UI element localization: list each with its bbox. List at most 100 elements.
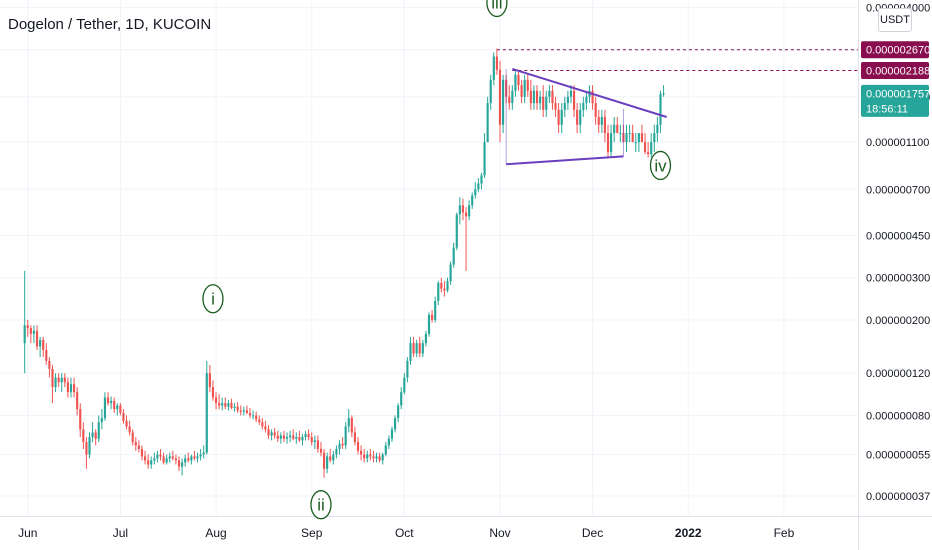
price-label-text: 0.000002188 [866,65,930,77]
candle-body [452,247,455,265]
candle-body [45,349,48,361]
candle-body [576,109,579,125]
candle-body [508,96,511,104]
candle [397,403,400,423]
candle-body [245,410,248,413]
candle-body [557,109,560,125]
candle [276,430,279,443]
candle [23,270,26,374]
candle [492,52,495,86]
price-tick-label: 0.000000450 [866,230,930,242]
candle-body [591,90,594,104]
candle-body [202,452,205,455]
candle [193,450,196,461]
price-label-bg [861,61,929,79]
candle-body [477,183,480,190]
candle-body [97,422,100,439]
candle [60,373,63,393]
candle-body [326,456,329,469]
price-tick-label: 0.000000300 [866,273,930,285]
candle [418,336,421,358]
candle-body [165,458,168,463]
candle-body [236,406,239,411]
candle [137,440,140,453]
candle [523,74,526,104]
candle-body [310,437,313,443]
candle-body [474,189,477,196]
candle-body [384,445,387,455]
candle-body [26,325,29,329]
candle [545,90,548,118]
price-tick-label: 0.000000200 [866,315,930,327]
candle [489,74,492,110]
candle-body [193,456,196,459]
candle [301,433,304,446]
candle [421,339,424,358]
candle [66,377,69,398]
candle [600,109,603,134]
candle-body [307,433,310,438]
candle-body [332,454,335,461]
candle [375,452,378,463]
candle-body [400,392,403,406]
candle-body [119,405,122,413]
candle [51,364,54,404]
candle-body [372,456,375,459]
candle-body [397,405,400,419]
candle-body [181,462,184,467]
candle [539,90,542,110]
candle-body [177,460,181,467]
time-axis: Jun Jul Aug Sep Oct Nov Dec 2022 Feb [18,526,794,540]
candle [45,343,48,365]
candle [251,410,255,420]
candle-body [443,288,446,291]
candle [517,69,520,91]
candle-body [76,392,79,410]
candle-body [211,387,215,398]
candle [211,380,215,401]
candle [640,124,644,143]
candle [110,396,113,410]
candle-body [542,96,545,110]
candle [119,403,122,416]
candle-body [353,432,357,443]
candle [431,309,434,323]
candle-body [437,282,440,301]
candle-body [134,442,137,446]
candle-body [122,412,125,421]
candle-body [103,397,107,419]
candle [631,124,634,143]
candle [406,357,409,383]
candle [384,442,387,457]
candle [187,452,190,463]
time-tick-label: Dec [582,526,603,540]
candle-body [322,452,326,469]
marker-price-label: 0.000002670 [861,41,930,59]
price-tick-label: 0.000000120 [866,368,930,380]
candle [390,426,394,443]
candle-body [48,360,51,369]
candle [218,394,221,410]
candle-body [616,124,619,134]
candle-body [150,460,153,465]
candle [366,450,369,463]
candle [131,429,134,446]
candle [625,124,628,153]
candle-body [227,403,230,407]
candle-body [304,433,307,438]
candle [100,409,103,430]
candle-body [224,403,227,407]
currency-button[interactable]: USDT [878,8,912,32]
candle-body [585,96,588,104]
candle-body [295,437,298,439]
candle [236,402,239,413]
candle-body [69,384,73,393]
candle [313,435,316,449]
candle-body [566,96,569,104]
last-price-label: 0.000001757 18:56:11 [861,84,930,117]
candle [474,182,477,199]
candle [619,124,622,143]
candle [116,403,119,416]
candle-body [190,456,193,461]
